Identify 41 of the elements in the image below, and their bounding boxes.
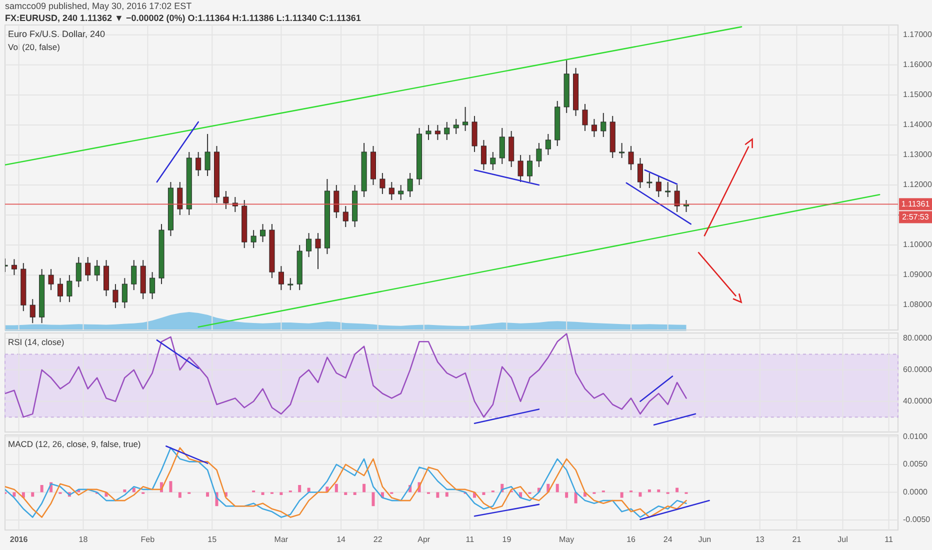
x-tick-label: 21 xyxy=(792,535,802,544)
y-tick-label: -0.0050 xyxy=(903,515,931,524)
y-tick-label: 1.17000 xyxy=(903,30,932,40)
x-tick-label: 22 xyxy=(373,535,383,544)
y-tick-label: 1.10000 xyxy=(903,240,932,250)
y-tick-label: 1.08000 xyxy=(903,300,932,310)
y-tick-label: 1.15000 xyxy=(903,90,932,100)
x-tick-label: 2016 xyxy=(10,535,28,544)
x-tick-label: May xyxy=(559,535,574,544)
x-tick-label: Apr xyxy=(418,535,430,544)
y-tick-label: 0.0050 xyxy=(903,460,928,469)
x-tick-label: Jun xyxy=(698,535,712,544)
text: samcco09 published, May 30, 2016 17:02 EST xyxy=(5,1,192,11)
x-tick-label: 24 xyxy=(663,535,673,544)
x-tick-label: 11 xyxy=(466,535,475,544)
text: MACD (12, 26, close, 9, false, true) xyxy=(8,439,141,449)
x-tick-label: Mar xyxy=(274,535,288,544)
y-tick-label: 0.0000 xyxy=(903,487,928,496)
y-tick-label: 1.09000 xyxy=(903,270,932,280)
y-tick-label: 1.13000 xyxy=(903,150,932,160)
x-tick-label: 14 xyxy=(336,535,346,544)
text: Euro Fx/U.S. Dollar, 240 xyxy=(8,29,106,39)
x-tick-label: Jul xyxy=(838,535,848,544)
y-tick-label: 1.12000 xyxy=(903,180,932,190)
ref-line-label: 1.11361 xyxy=(901,199,930,208)
y-tick-label: 80.0000 xyxy=(903,334,932,343)
y-tick-label: 1.16000 xyxy=(903,60,932,70)
x-tick-label: 15 xyxy=(208,535,218,544)
text: RSI (14, close) xyxy=(8,337,64,347)
x-tick-label: 16 xyxy=(626,535,636,544)
y-tick-label: 0.0100 xyxy=(903,432,928,441)
text: 2:57:53 xyxy=(902,212,930,222)
y-tick-label: 1.14000 xyxy=(903,120,932,130)
y-tick-label: 40.0000 xyxy=(903,396,932,406)
x-tick-label: 13 xyxy=(755,535,765,544)
x-tick-label: 11 xyxy=(884,535,894,544)
x-tick-label: 19 xyxy=(502,535,512,544)
x-tick-label: 18 xyxy=(78,535,88,544)
chart-title: FX:EURUSD, 240 1.11362 ▼ −0.00002 (0%) O:1.11364 H:1.11386 L:1.11340 C:1.11361 xyxy=(5,13,361,23)
y-tick-label: 60.0000 xyxy=(903,365,932,374)
x-tick-label: Feb xyxy=(140,535,156,544)
